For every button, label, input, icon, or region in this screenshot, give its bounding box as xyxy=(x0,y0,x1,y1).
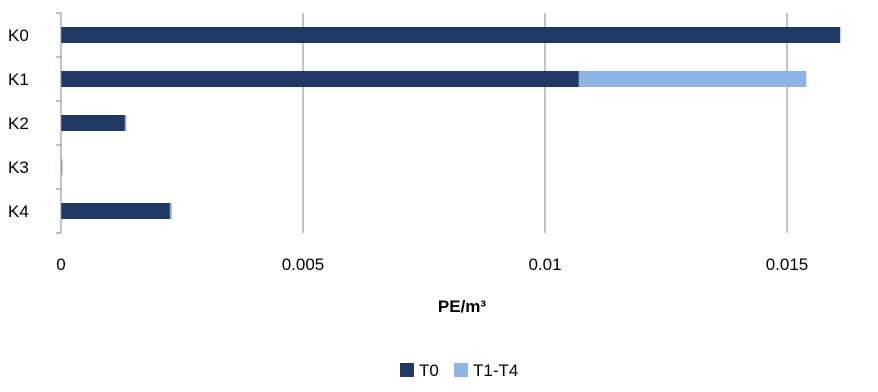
labels: 0 0.005 0.01 0.015 K0 K1 K2 K3 K4 xyxy=(8,26,808,274)
bar-segment xyxy=(61,71,579,87)
y-category-label: K0 xyxy=(8,26,29,45)
bar-segment xyxy=(61,115,125,131)
gridlines xyxy=(302,13,788,233)
x-tick-label: 0 xyxy=(56,255,65,274)
y-category-label: K1 xyxy=(8,70,29,89)
legend-swatch xyxy=(454,363,468,377)
x-tick-label: 0.005 xyxy=(282,255,325,274)
y-category-label: K2 xyxy=(8,114,29,133)
bar-segment xyxy=(169,203,172,219)
bar-segment xyxy=(61,27,841,43)
x-axis-title: PE/m³ xyxy=(438,297,487,316)
bars xyxy=(61,27,841,219)
y-category-label: K4 xyxy=(8,202,29,221)
bar-segment xyxy=(61,159,63,175)
y-category-label: K3 xyxy=(8,158,29,177)
bar-segment xyxy=(124,115,127,131)
x-tick-label: 0.015 xyxy=(766,255,809,274)
x-tick-label: 0.01 xyxy=(528,255,561,274)
legend-label: T0 xyxy=(419,361,439,380)
legend-swatch xyxy=(400,363,414,377)
bar-segment xyxy=(578,71,807,87)
axes xyxy=(56,12,62,234)
legend: T0 T1-T4 xyxy=(400,361,518,380)
legend-label: T1-T4 xyxy=(473,361,518,380)
bar-segment xyxy=(61,203,170,219)
